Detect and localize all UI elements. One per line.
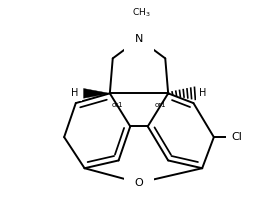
- Text: O: O: [135, 178, 143, 188]
- Text: Cl: Cl: [232, 132, 243, 142]
- Text: or1: or1: [112, 102, 123, 108]
- Text: H: H: [71, 88, 79, 98]
- Text: H: H: [199, 88, 207, 98]
- Text: CH$_3$: CH$_3$: [131, 6, 150, 19]
- Text: N: N: [135, 34, 143, 44]
- Polygon shape: [84, 89, 110, 98]
- Text: or1: or1: [155, 102, 166, 108]
